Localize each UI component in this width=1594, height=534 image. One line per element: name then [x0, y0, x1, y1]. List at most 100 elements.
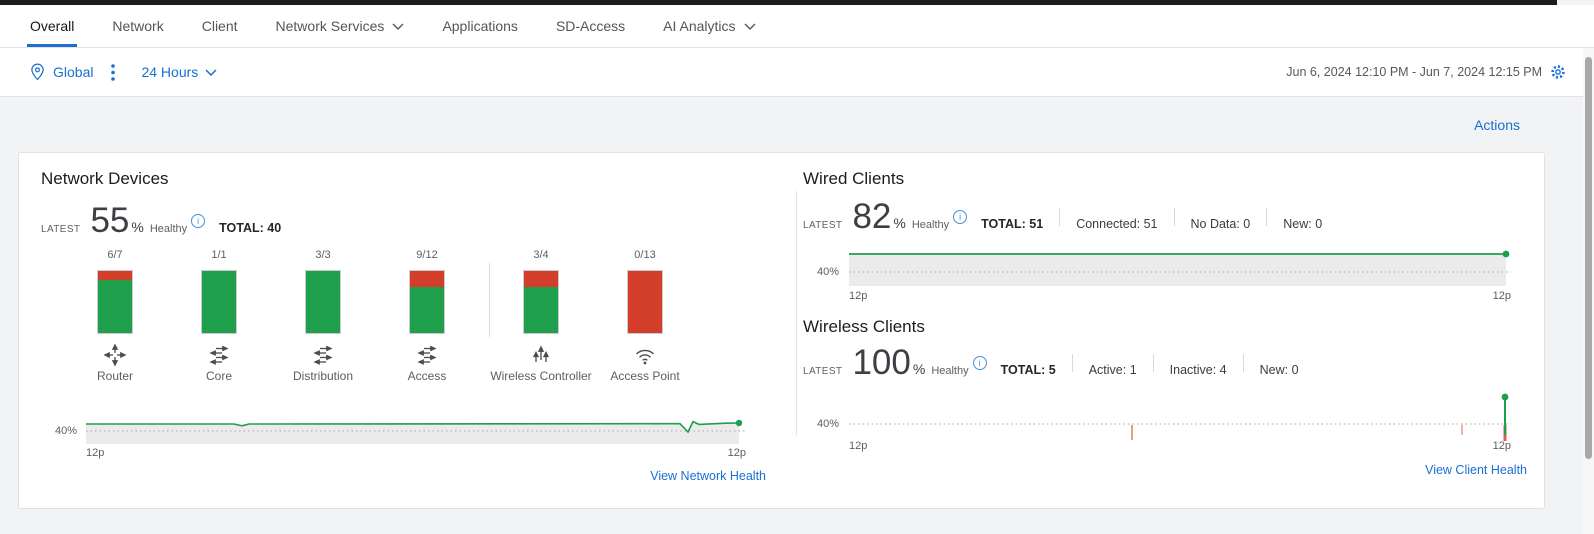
x-axis-start: 12p	[86, 447, 105, 459]
scope-toolbar: Global 24 Hours Jun 6, 2024 12:10 PM - J…	[0, 48, 1594, 97]
health-bar[interactable]	[305, 270, 341, 334]
switch-icon	[167, 343, 271, 367]
device-label: Distribution	[292, 369, 354, 383]
role-group-divider	[489, 263, 490, 337]
health-score-value: 100	[852, 343, 911, 382]
tab-label: Network Services	[275, 18, 385, 34]
info-icon[interactable]: i	[953, 210, 968, 224]
device-category-distribution[interactable]: 3/3 Distribution	[271, 249, 375, 385]
tab-label: Client	[201, 18, 238, 34]
tab-ai-analytics[interactable]: AI Analytics	[663, 5, 756, 47]
latest-label: LATEST	[41, 224, 81, 235]
unhealthy-segment	[524, 271, 558, 287]
info-icon[interactable]: i	[191, 214, 206, 228]
wireless-controller-icon	[489, 343, 593, 367]
healthy-label: Healthy	[931, 365, 969, 377]
threshold-label: 40%	[816, 266, 839, 278]
time-range-selector[interactable]: 24 Hours	[141, 64, 217, 80]
unhealthy-segment	[410, 271, 444, 287]
device-ratio: 3/4	[533, 249, 549, 261]
device-label: Wireless Controller	[490, 369, 592, 383]
network-devices-kpi: LATEST 55 % Healthy i TOTAL: 40	[41, 201, 281, 241]
tab-overall[interactable]: Overall	[27, 5, 78, 47]
health-bar[interactable]	[409, 270, 445, 334]
wifi-icon	[593, 343, 697, 367]
threshold-label: 40%	[54, 425, 77, 437]
latest-label: LATEST	[803, 220, 843, 231]
date-range-display: Jun 6, 2024 12:10 PM - Jun 7, 2024 12:15…	[1286, 64, 1566, 80]
info-icon[interactable]: i	[972, 356, 987, 370]
threshold-label: 40%	[816, 418, 839, 430]
tab-network-services[interactable]: Network Services	[276, 5, 405, 47]
device-label: Core	[205, 369, 232, 383]
tab-label: Applications	[442, 18, 518, 34]
tab-network[interactable]: Network	[112, 5, 163, 47]
unhealthy-segment	[98, 271, 132, 280]
stat-new: New: 0	[1259, 363, 1299, 377]
location-pin-icon	[31, 63, 44, 81]
active-tab-underline	[27, 44, 78, 47]
x-axis-start: 12p	[849, 440, 868, 452]
device-ratio: 3/3	[315, 249, 331, 261]
wireless-clients-title: Wireless Clients	[803, 317, 925, 336]
device-category-router[interactable]: 6/7 Router	[63, 249, 167, 385]
wireless-clients-kpi: LATEST 100 % Healthy i TOTAL: 5 Active: …	[803, 343, 1299, 383]
tab-label: AI Analytics	[663, 18, 736, 34]
scrollbar-thumb[interactable]	[1585, 57, 1592, 459]
device-category-access[interactable]: 9/12 Access	[375, 249, 479, 385]
view-network-health-link[interactable]: View Network Health	[650, 469, 766, 483]
switch-icon	[271, 343, 375, 367]
x-axis-start: 12p	[849, 290, 868, 302]
wired-clients-kpi: LATEST 82 % Healthy i TOTAL: 51 Connecte…	[803, 197, 1322, 237]
health-bar[interactable]	[627, 270, 663, 334]
kebab-menu-icon[interactable]	[111, 63, 116, 81]
site-scope-label: Global	[53, 64, 94, 80]
view-client-health-link[interactable]: View Client Health	[1425, 463, 1527, 477]
health-bar[interactable]	[523, 270, 559, 334]
tab-client[interactable]: Client	[202, 5, 238, 47]
actions-menu-link[interactable]: Actions	[1474, 117, 1520, 133]
chevron-down-icon	[205, 68, 217, 76]
health-score-value: 82	[852, 197, 892, 236]
stat-divider	[1059, 208, 1061, 226]
stat-divider	[1173, 208, 1175, 226]
device-category-access-point[interactable]: 0/13 Access Point	[593, 249, 697, 385]
top-window-strip	[0, 0, 1557, 5]
device-category-wireless-controller[interactable]: 3/4 Wireless Controller	[489, 249, 593, 385]
x-axis-end: 12p	[727, 447, 746, 459]
stat-divider	[1266, 208, 1268, 226]
date-range-text: Jun 6, 2024 12:10 PM - Jun 7, 2024 12:15…	[1286, 65, 1542, 79]
x-axis-end: 12p	[1492, 440, 1511, 452]
stat-divider	[1242, 354, 1244, 372]
device-category-core[interactable]: 1/1 Core	[167, 249, 271, 385]
x-axis-end: 12p	[1492, 290, 1511, 302]
tab-label: Network	[112, 18, 164, 34]
network-devices-trend-chart[interactable]	[86, 411, 746, 445]
health-summary-card: Network Devices LATEST 55 % Healthy i TO…	[18, 152, 1545, 509]
device-role-bars: 6/7 Router 1/1	[63, 249, 697, 385]
stat-divider	[1152, 354, 1154, 372]
tab-applications[interactable]: Applications	[442, 5, 518, 47]
wired-clients-trend-chart[interactable]	[849, 248, 1511, 292]
stat-active: Active: 1	[1088, 363, 1137, 377]
chevron-down-icon	[744, 23, 756, 30]
healthy-label: Healthy	[149, 223, 188, 235]
health-bar[interactable]	[201, 270, 237, 334]
health-bar[interactable]	[97, 270, 133, 334]
stat-new: New: 0	[1283, 217, 1323, 231]
percent-sign: %	[893, 215, 906, 231]
chevron-down-icon	[392, 23, 404, 30]
section-divider	[796, 191, 797, 436]
wireless-clients-trend-chart[interactable]	[849, 389, 1511, 447]
percent-sign: %	[912, 361, 926, 377]
device-label: Access	[407, 369, 447, 383]
health-tabs-bar: Overall Network Client Network Services …	[0, 5, 1594, 48]
tab-sd-access[interactable]: SD-Access	[556, 5, 625, 47]
unhealthy-segment	[628, 271, 662, 333]
network-devices-title: Network Devices	[41, 169, 169, 188]
site-scope-selector[interactable]: Global	[30, 63, 93, 81]
gear-icon[interactable]	[1550, 64, 1566, 80]
healthy-label: Healthy	[911, 219, 950, 231]
device-ratio: 0/13	[634, 249, 656, 261]
